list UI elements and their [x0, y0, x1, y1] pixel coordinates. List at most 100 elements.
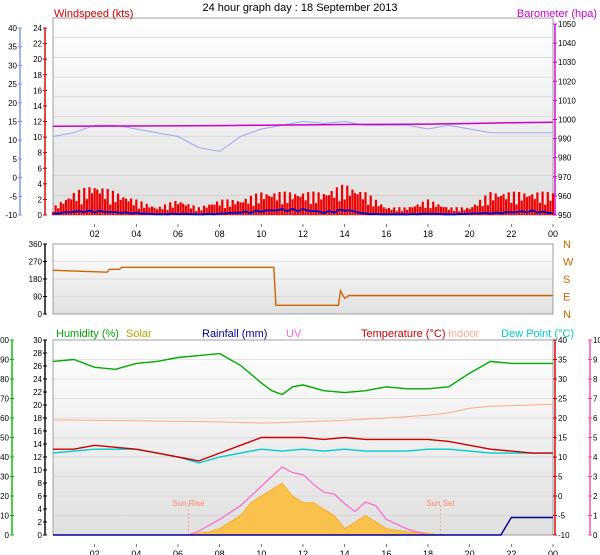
x-tick-label: 22 — [506, 549, 516, 555]
uv-axis-tick-label: 2 — [593, 492, 598, 501]
chart-title: 24 hour graph day : 18 September 2013 — [202, 2, 397, 14]
x-tick-label: 18 — [423, 549, 433, 555]
x-tick-label: 16 — [381, 229, 391, 239]
wind-average-line — [52, 207, 554, 216]
uv-line — [188, 466, 429, 536]
wind-direction-line — [52, 266, 553, 306]
humidity-line — [52, 352, 553, 396]
inner-left-axis-tick-label: 4 — [38, 505, 43, 514]
compass-s-label: S — [563, 274, 570, 286]
compass-n-label: N — [563, 309, 571, 321]
humidity-axis-tick-label: 0 — [5, 531, 10, 540]
baro-axis-tick-label: 950 — [558, 211, 572, 220]
outer-left-axis-tick-label: 25 — [8, 80, 17, 89]
x-tick-label: 00 — [548, 229, 558, 239]
x-tick-label: 20 — [465, 549, 475, 555]
temp-axis-tick-label: 0 — [558, 492, 563, 501]
temp-axis-tick-label: -10 — [558, 531, 570, 540]
temp-axis-tick-label: 20 — [558, 414, 567, 423]
humidity-axis-tick-label: 80 — [0, 375, 9, 384]
compass-w-label: W — [563, 257, 574, 269]
x-tick-label: 04 — [131, 229, 141, 239]
inner-left-axis-tick-label: 2 — [38, 518, 43, 527]
outer-left-axis-tick-label: 20 — [8, 99, 17, 108]
temperature-label: Temperature (°C) — [361, 328, 445, 340]
direction-axis-tick-label: 180 — [29, 275, 43, 284]
indoor-line — [52, 403, 554, 424]
temp-axis-tick-label: 30 — [558, 375, 567, 384]
inner-left-axis-tick-label: 8 — [38, 479, 43, 488]
x-tick-label: 08 — [215, 549, 225, 555]
wind-axis-tick-label: 10 — [33, 133, 42, 142]
temp-axis-tick-label: 15 — [558, 434, 567, 443]
x-tick-label: 06 — [173, 229, 183, 239]
x-tick-label: 12 — [298, 229, 308, 239]
compass-n-label: N — [563, 239, 571, 251]
x-tick-label: 10 — [256, 229, 266, 239]
x-tick-label: 02 — [90, 549, 100, 555]
dewpoint-label: Dew Point (°C) — [501, 328, 574, 340]
outer-left-axis-tick-label: -10 — [5, 211, 17, 220]
baro-line — [52, 121, 554, 127]
inner-left-axis-tick-label: 12 — [33, 453, 42, 462]
outer-left-axis-tick-label: 0 — [13, 174, 18, 183]
wind-axis-tick-label: 12 — [33, 118, 42, 127]
wind-axis-tick-label: 20 — [33, 55, 42, 64]
humidity-axis-tick-label: 20 — [0, 492, 9, 501]
x-tick-label: 22 — [506, 229, 516, 239]
humidity-axis-tick-label: 60 — [0, 414, 9, 423]
x-tick-label: 18 — [423, 229, 433, 239]
temp-axis-tick-label: -5 — [558, 512, 566, 521]
inner-left-axis-tick-label: 0 — [38, 531, 43, 540]
temperature-line — [53, 436, 553, 462]
inner-left-axis-tick-label: 24 — [33, 375, 42, 384]
baro-axis-tick-label: 970 — [558, 173, 572, 182]
humidity-axis-tick-label: 30 — [0, 473, 9, 482]
x-tick-label: 12 — [298, 549, 308, 555]
inner-left-axis-tick-label: 16 — [33, 427, 42, 436]
outer-left-axis-tick-label: 35 — [8, 43, 17, 52]
wind-axis-tick-label: 14 — [33, 102, 42, 111]
solar-label: Solar — [126, 328, 152, 340]
baro-axis-tick-label: 960 — [558, 192, 572, 201]
temp-axis-tick-label: 35 — [558, 356, 567, 365]
sun-set-label: Sun Set — [426, 499, 455, 508]
x-tick-label: 20 — [465, 229, 475, 239]
baro-axis-tick-label: 1010 — [558, 96, 576, 105]
inner-left-axis-tick-label: 20 — [33, 401, 42, 410]
outer-left-axis-tick-label: -5 — [10, 192, 18, 201]
wind-axis-tick-label: 2 — [38, 195, 43, 204]
inner-left-axis-tick-label: 14 — [33, 440, 42, 449]
humidity-axis-tick-label: 90 — [0, 356, 9, 365]
wind-axis-tick-label: 18 — [33, 71, 42, 80]
temp-axis-tick-label: 10 — [558, 453, 567, 462]
baro-axis-tick-label: 1040 — [558, 39, 576, 48]
x-tick-label: 06 — [173, 549, 183, 555]
wind-axis-tick-label: 6 — [38, 164, 43, 173]
x-tick-label: 10 — [256, 549, 266, 555]
humidity-axis-tick-label: 70 — [0, 395, 9, 404]
outdoor-temp-line — [52, 120, 553, 152]
direction-axis-tick-label: 270 — [29, 258, 43, 267]
indoor-label: Indoor — [448, 328, 480, 340]
outer-left-axis-tick-label: 40 — [8, 24, 17, 33]
uv-axis-tick-label: 1 — [593, 512, 598, 521]
humidity-axis-tick-label: 50 — [0, 434, 9, 443]
inner-left-axis-tick-label: 28 — [33, 349, 42, 358]
uv-label: UV — [286, 328, 302, 340]
wind-axis-tick-label: 4 — [38, 180, 43, 189]
outer-left-axis-tick-label: 15 — [8, 118, 17, 127]
x-tick-label: 02 — [90, 229, 100, 239]
x-tick-label: 14 — [340, 549, 350, 555]
temp-axis-tick-label: 5 — [558, 473, 563, 482]
baro-axis-tick-label: 1000 — [558, 116, 576, 125]
uv-axis-tick-label: 10 — [593, 336, 600, 345]
wind-axis-tick-label: 24 — [33, 24, 42, 33]
wind-label: Windspeed (kts) — [54, 8, 133, 20]
x-tick-label: 08 — [215, 229, 225, 239]
baro-axis-tick-label: 1020 — [558, 77, 576, 86]
x-tick-label: 04 — [131, 549, 141, 555]
baro-label: Barometer (hpa) — [517, 8, 597, 20]
outer-left-axis-tick-label: 5 — [13, 155, 18, 164]
